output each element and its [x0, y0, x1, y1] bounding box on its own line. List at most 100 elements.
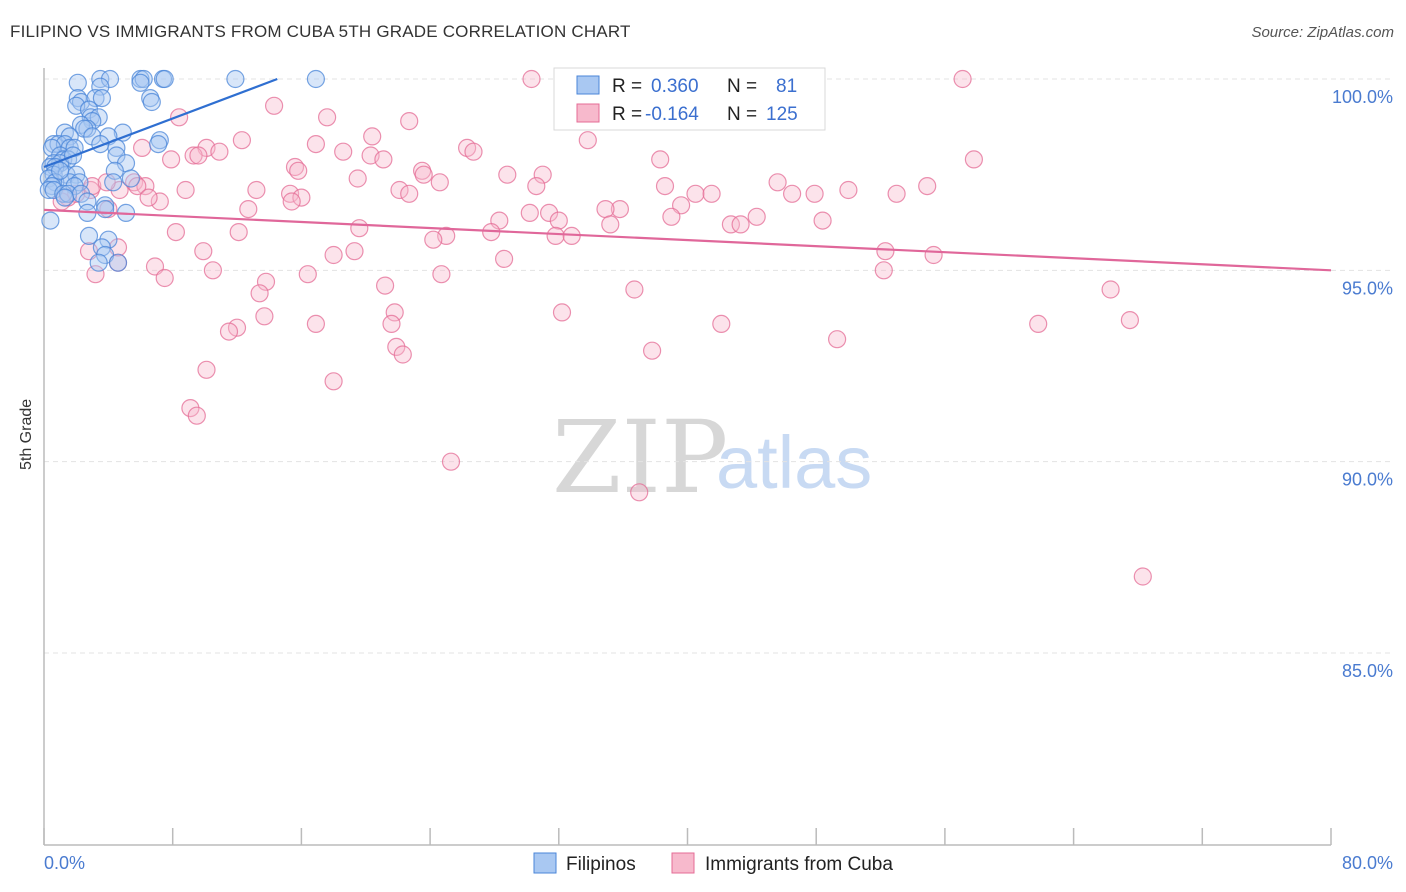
cuba-point	[324, 372, 343, 391]
cuba-point	[318, 108, 337, 127]
cuba-point	[348, 169, 367, 188]
cuba-point	[1101, 280, 1120, 299]
cuba-point	[203, 261, 222, 280]
cuba-point	[166, 223, 185, 242]
cuba-point	[601, 215, 620, 234]
cuba-point	[813, 211, 832, 230]
cuba-point	[596, 200, 615, 219]
cuba-point	[133, 138, 152, 157]
filipinos-point	[108, 253, 128, 272]
cuba-point	[345, 242, 364, 261]
cuba-point	[805, 184, 824, 203]
cuba-point	[128, 177, 147, 196]
cuba-point	[350, 219, 369, 238]
cuba-point	[390, 180, 409, 200]
cuba-point	[527, 177, 546, 196]
cuba-point	[702, 184, 721, 203]
cuba-point	[324, 245, 343, 265]
filipinos-point	[105, 161, 124, 180]
cuba-point	[306, 314, 325, 333]
watermark-atlas: atlas	[716, 421, 872, 504]
legend-n-label-filipinos: N =	[727, 76, 757, 97]
cuba-point	[522, 69, 541, 89]
legend-swatch-cuba	[576, 103, 600, 123]
cuba-point	[194, 242, 213, 261]
cuba-point	[441, 452, 461, 471]
cuba-point	[918, 177, 937, 196]
cuba-point	[642, 341, 662, 360]
cuba-point	[385, 303, 404, 322]
cuba-point	[219, 322, 239, 341]
cuba-point	[229, 223, 248, 242]
cuba-point	[155, 268, 174, 288]
filipinos-point	[91, 77, 110, 96]
cuba-point	[414, 165, 433, 184]
cuba-point	[150, 192, 169, 211]
x-tick-label-max: 80.0%	[1342, 853, 1393, 873]
cuba-point	[747, 207, 766, 226]
cuba-point	[876, 242, 895, 261]
x-tick-label-min: 0.0%	[44, 853, 85, 873]
cuba-point	[430, 173, 449, 192]
cuba-point	[400, 111, 419, 131]
legend-r-value-filipinos: 0.360	[651, 76, 699, 97]
cuba-point	[250, 284, 269, 303]
cuba-point	[1133, 567, 1152, 586]
cuba-point	[924, 245, 943, 265]
cuba-point	[964, 150, 984, 169]
cuba-point	[374, 150, 393, 169]
cuba-point	[625, 280, 644, 299]
cuba-point	[334, 142, 353, 161]
cuba-point	[393, 345, 412, 364]
y-tick-labels: 85.0% 90.0% 95.0% 100.0%	[1332, 87, 1393, 681]
cuba-point	[424, 230, 443, 249]
cuba-point	[520, 203, 539, 222]
filipinos-point	[55, 188, 75, 207]
bottom-legend-label-filipinos: Filipinos	[566, 854, 636, 875]
cuba-point	[176, 180, 195, 200]
cuba-point	[839, 180, 858, 200]
trend-line-cuba	[43, 208, 1332, 272]
source-note: Source: ZipAtlas.com	[1251, 24, 1394, 41]
filipinos-point	[79, 100, 99, 119]
cuba-point	[782, 184, 802, 203]
cuba-point	[265, 96, 284, 115]
legend-r-label-filipinos: R =	[612, 76, 642, 97]
cuba-point	[610, 200, 630, 219]
filipinos-point	[149, 135, 168, 154]
cuba-point	[539, 203, 559, 222]
cuba-point	[712, 314, 731, 333]
filipinos-point	[95, 200, 115, 219]
cuba-point	[549, 211, 568, 230]
cuba-point	[827, 330, 847, 349]
cuba-point	[546, 226, 565, 245]
filipinos-point	[107, 146, 126, 165]
cuba-point	[887, 184, 906, 203]
x-ticks	[43, 828, 1332, 845]
cuba-point	[247, 180, 266, 200]
cuba-point	[1120, 311, 1140, 330]
filipinos-point	[39, 180, 58, 200]
cuba-point	[86, 265, 105, 284]
filipinos-point	[92, 88, 112, 108]
cuba-point	[197, 360, 216, 379]
series-cuba-points	[52, 69, 1152, 586]
filipinos-point	[306, 69, 325, 89]
cuba-point	[232, 131, 251, 150]
filipinos-point	[131, 73, 150, 92]
y-tick-label: 90.0%	[1342, 470, 1393, 490]
chart-title: FILIPINO VS IMMIGRANTS FROM CUBA 5TH GRA…	[10, 22, 631, 41]
cuba-point	[376, 276, 395, 295]
cuba-point	[210, 142, 229, 161]
cuba-point	[432, 265, 451, 284]
legend-n-value-filipinos: 81	[776, 76, 797, 97]
cuba-point	[382, 314, 401, 333]
cuba-point	[139, 188, 158, 207]
filipinos-point	[104, 173, 123, 192]
cuba-point	[363, 127, 382, 146]
cuba-point	[189, 146, 208, 165]
filipinos-point	[91, 69, 110, 89]
cuba-point	[1029, 314, 1048, 333]
filipinos-point	[142, 92, 161, 112]
filipinos-point	[121, 169, 140, 188]
